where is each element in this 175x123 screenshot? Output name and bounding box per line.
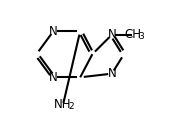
Text: 3: 3	[138, 32, 144, 41]
Text: N: N	[107, 67, 116, 80]
Text: N: N	[107, 28, 116, 41]
Text: N: N	[49, 71, 58, 84]
Text: N: N	[49, 25, 58, 38]
Text: CH: CH	[125, 28, 142, 41]
Text: NH: NH	[54, 98, 71, 111]
Text: 2: 2	[68, 102, 74, 111]
